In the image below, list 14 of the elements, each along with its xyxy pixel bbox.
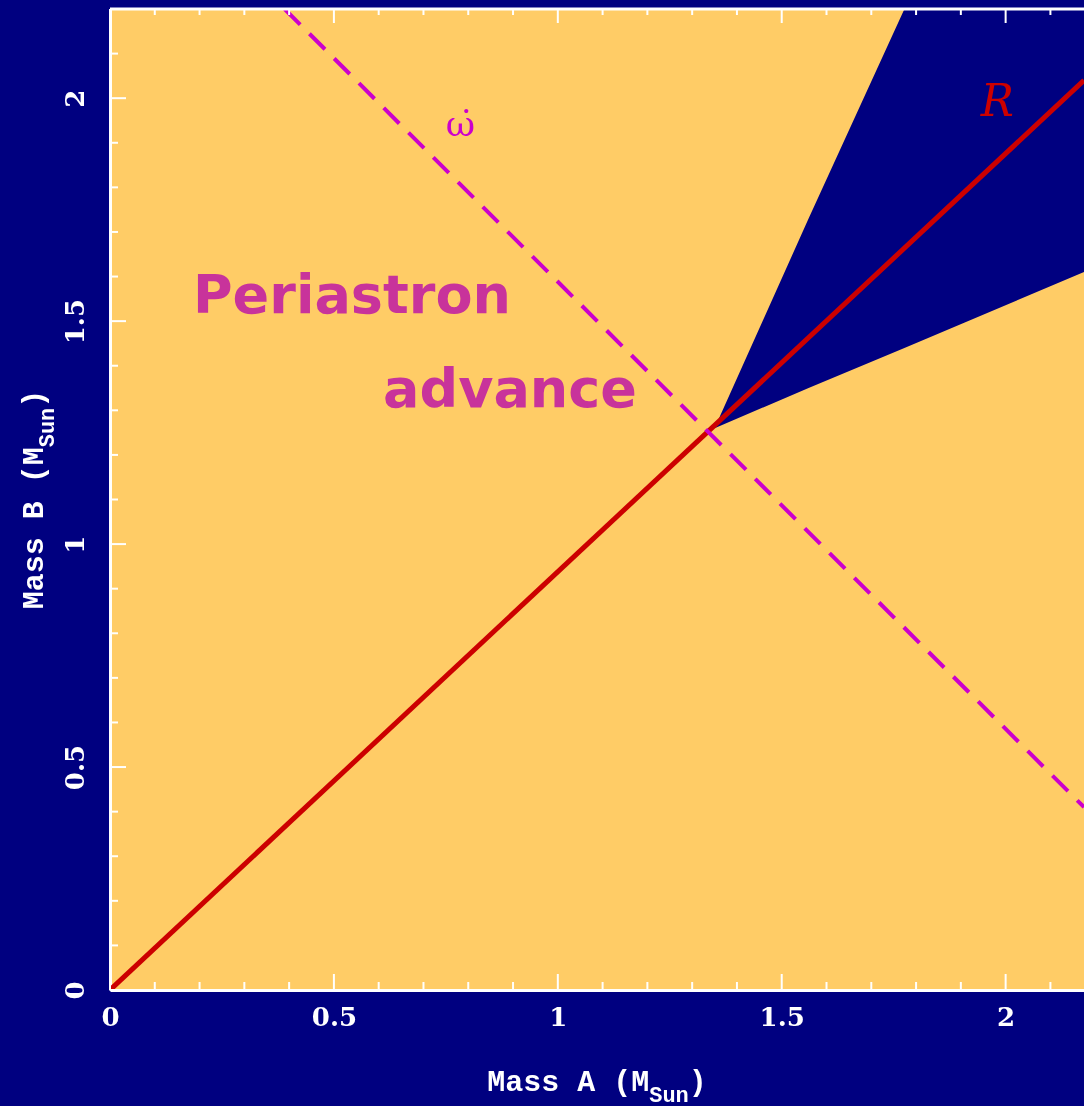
x-tick-label: 0: [101, 1001, 120, 1032]
x-tick-label: 2: [997, 1001, 1016, 1032]
annotation: Periastron advance: [193, 263, 637, 420]
y-tick-label: 1.5: [59, 299, 90, 345]
series-label: R: [979, 75, 1014, 127]
x-tick-label: 1.5: [759, 1001, 805, 1032]
y-tick-label: 2: [59, 89, 90, 108]
y-tick-label: 0: [59, 981, 90, 1000]
x-tick-label: 0.5: [311, 1001, 358, 1032]
x-tick-label: 1: [549, 1001, 568, 1032]
series-label: ω̇: [445, 102, 476, 144]
y-tick-label: 0.5: [59, 744, 90, 791]
y-tick-label: 1: [59, 535, 90, 554]
y-axis-title: Mass B (MSun): [18, 389, 61, 610]
